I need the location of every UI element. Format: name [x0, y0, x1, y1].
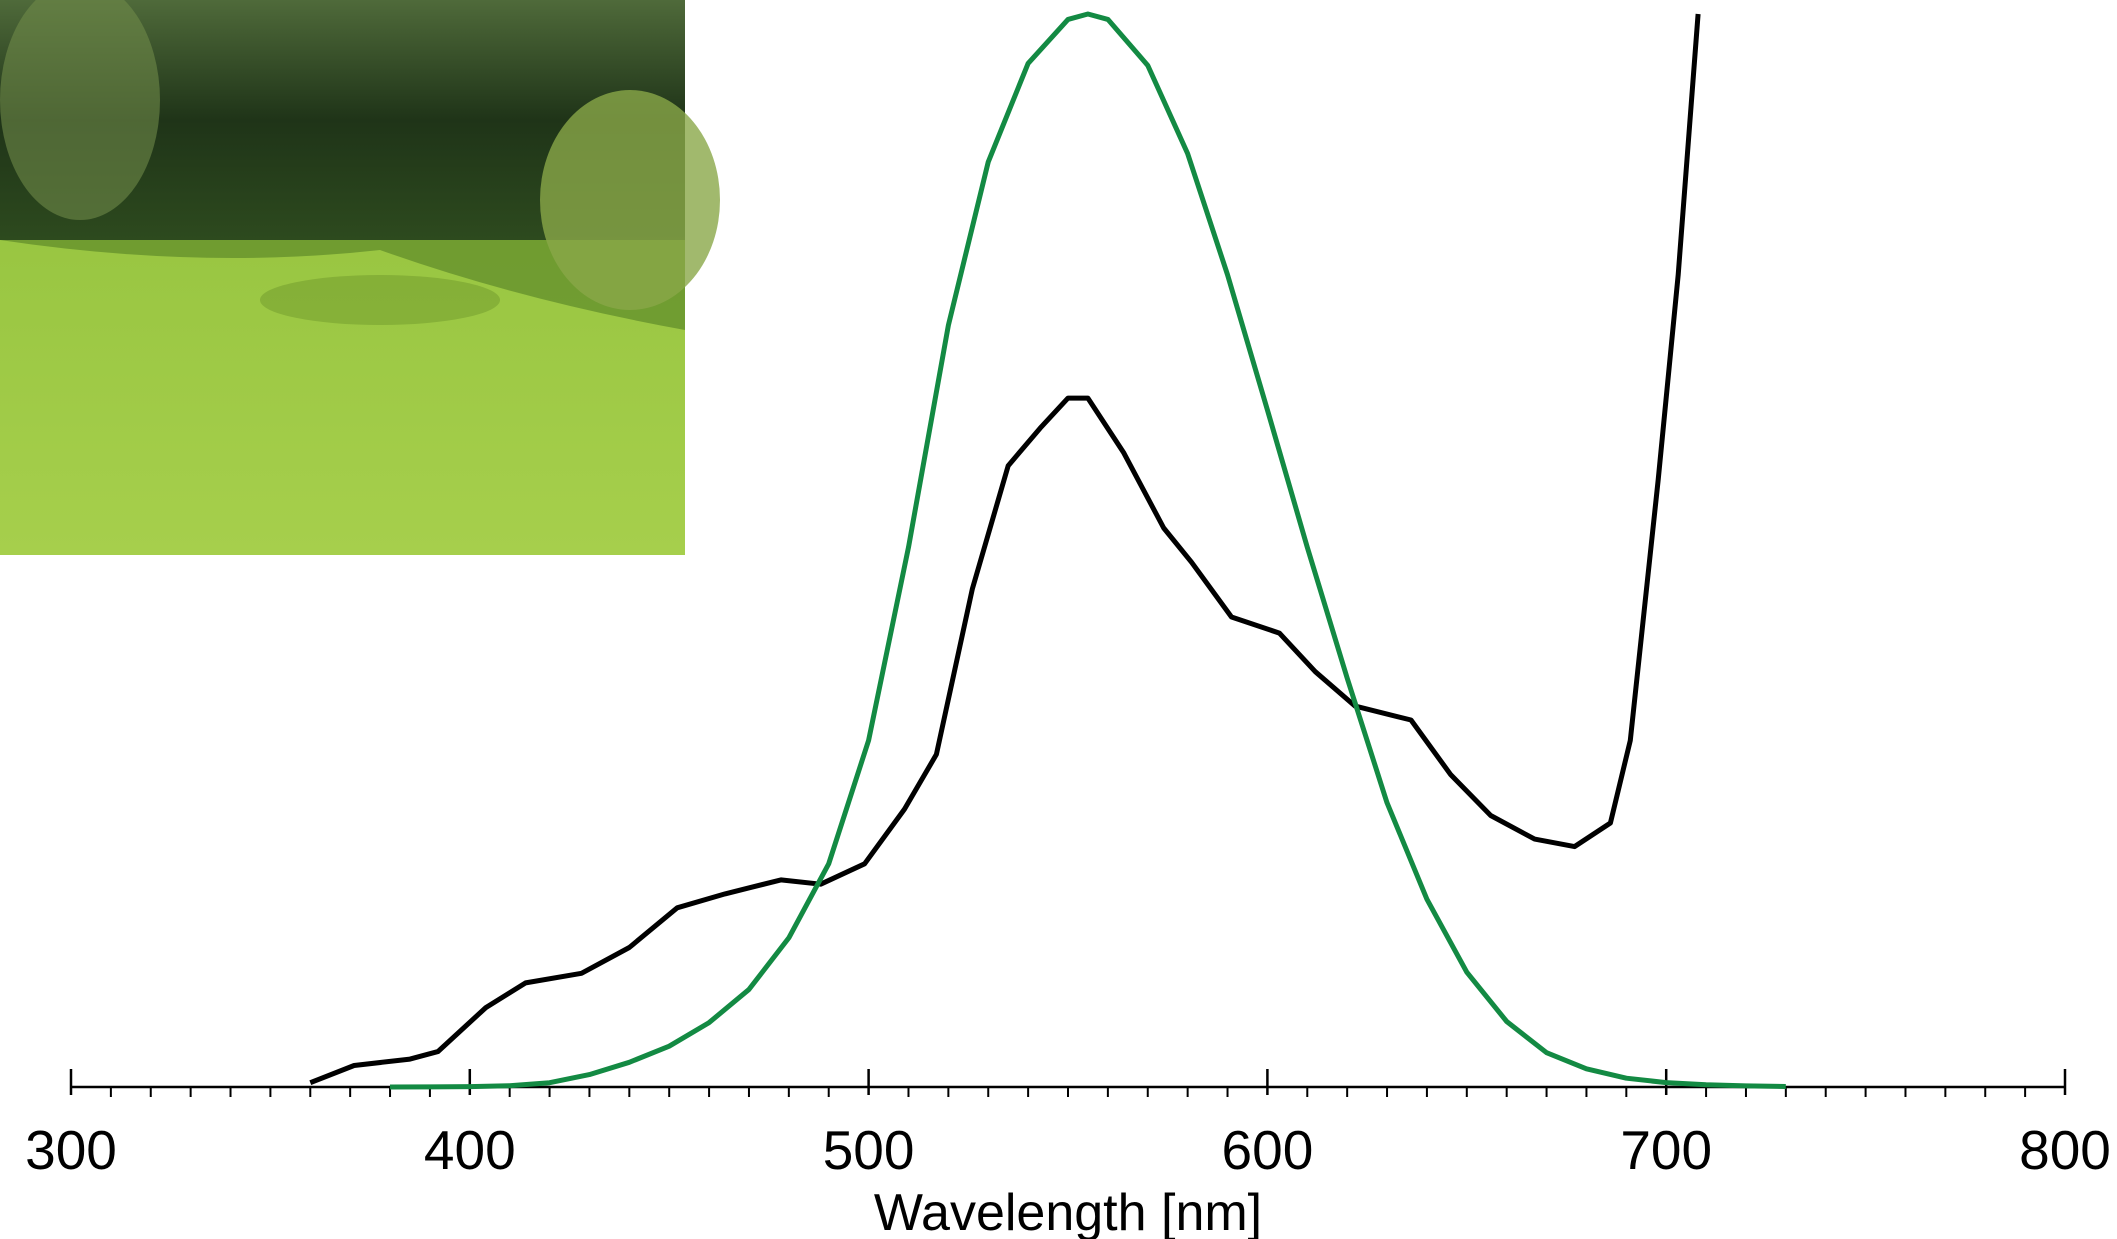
series-line: [309, 13, 1701, 1086]
photo-inset: [0, 0, 720, 555]
x-tick-label: 600: [1222, 1119, 1314, 1181]
series-line: [389, 11, 1786, 1090]
x-tick-label: 500: [823, 1119, 915, 1181]
x-tick-label: 800: [2019, 1119, 2111, 1181]
x-tick-label: 700: [1620, 1119, 1712, 1181]
x-tick-label: 400: [424, 1119, 516, 1181]
x-tick-label: 300: [25, 1119, 117, 1181]
x-axis-label: Wavelength [nm]: [874, 1184, 1262, 1239]
